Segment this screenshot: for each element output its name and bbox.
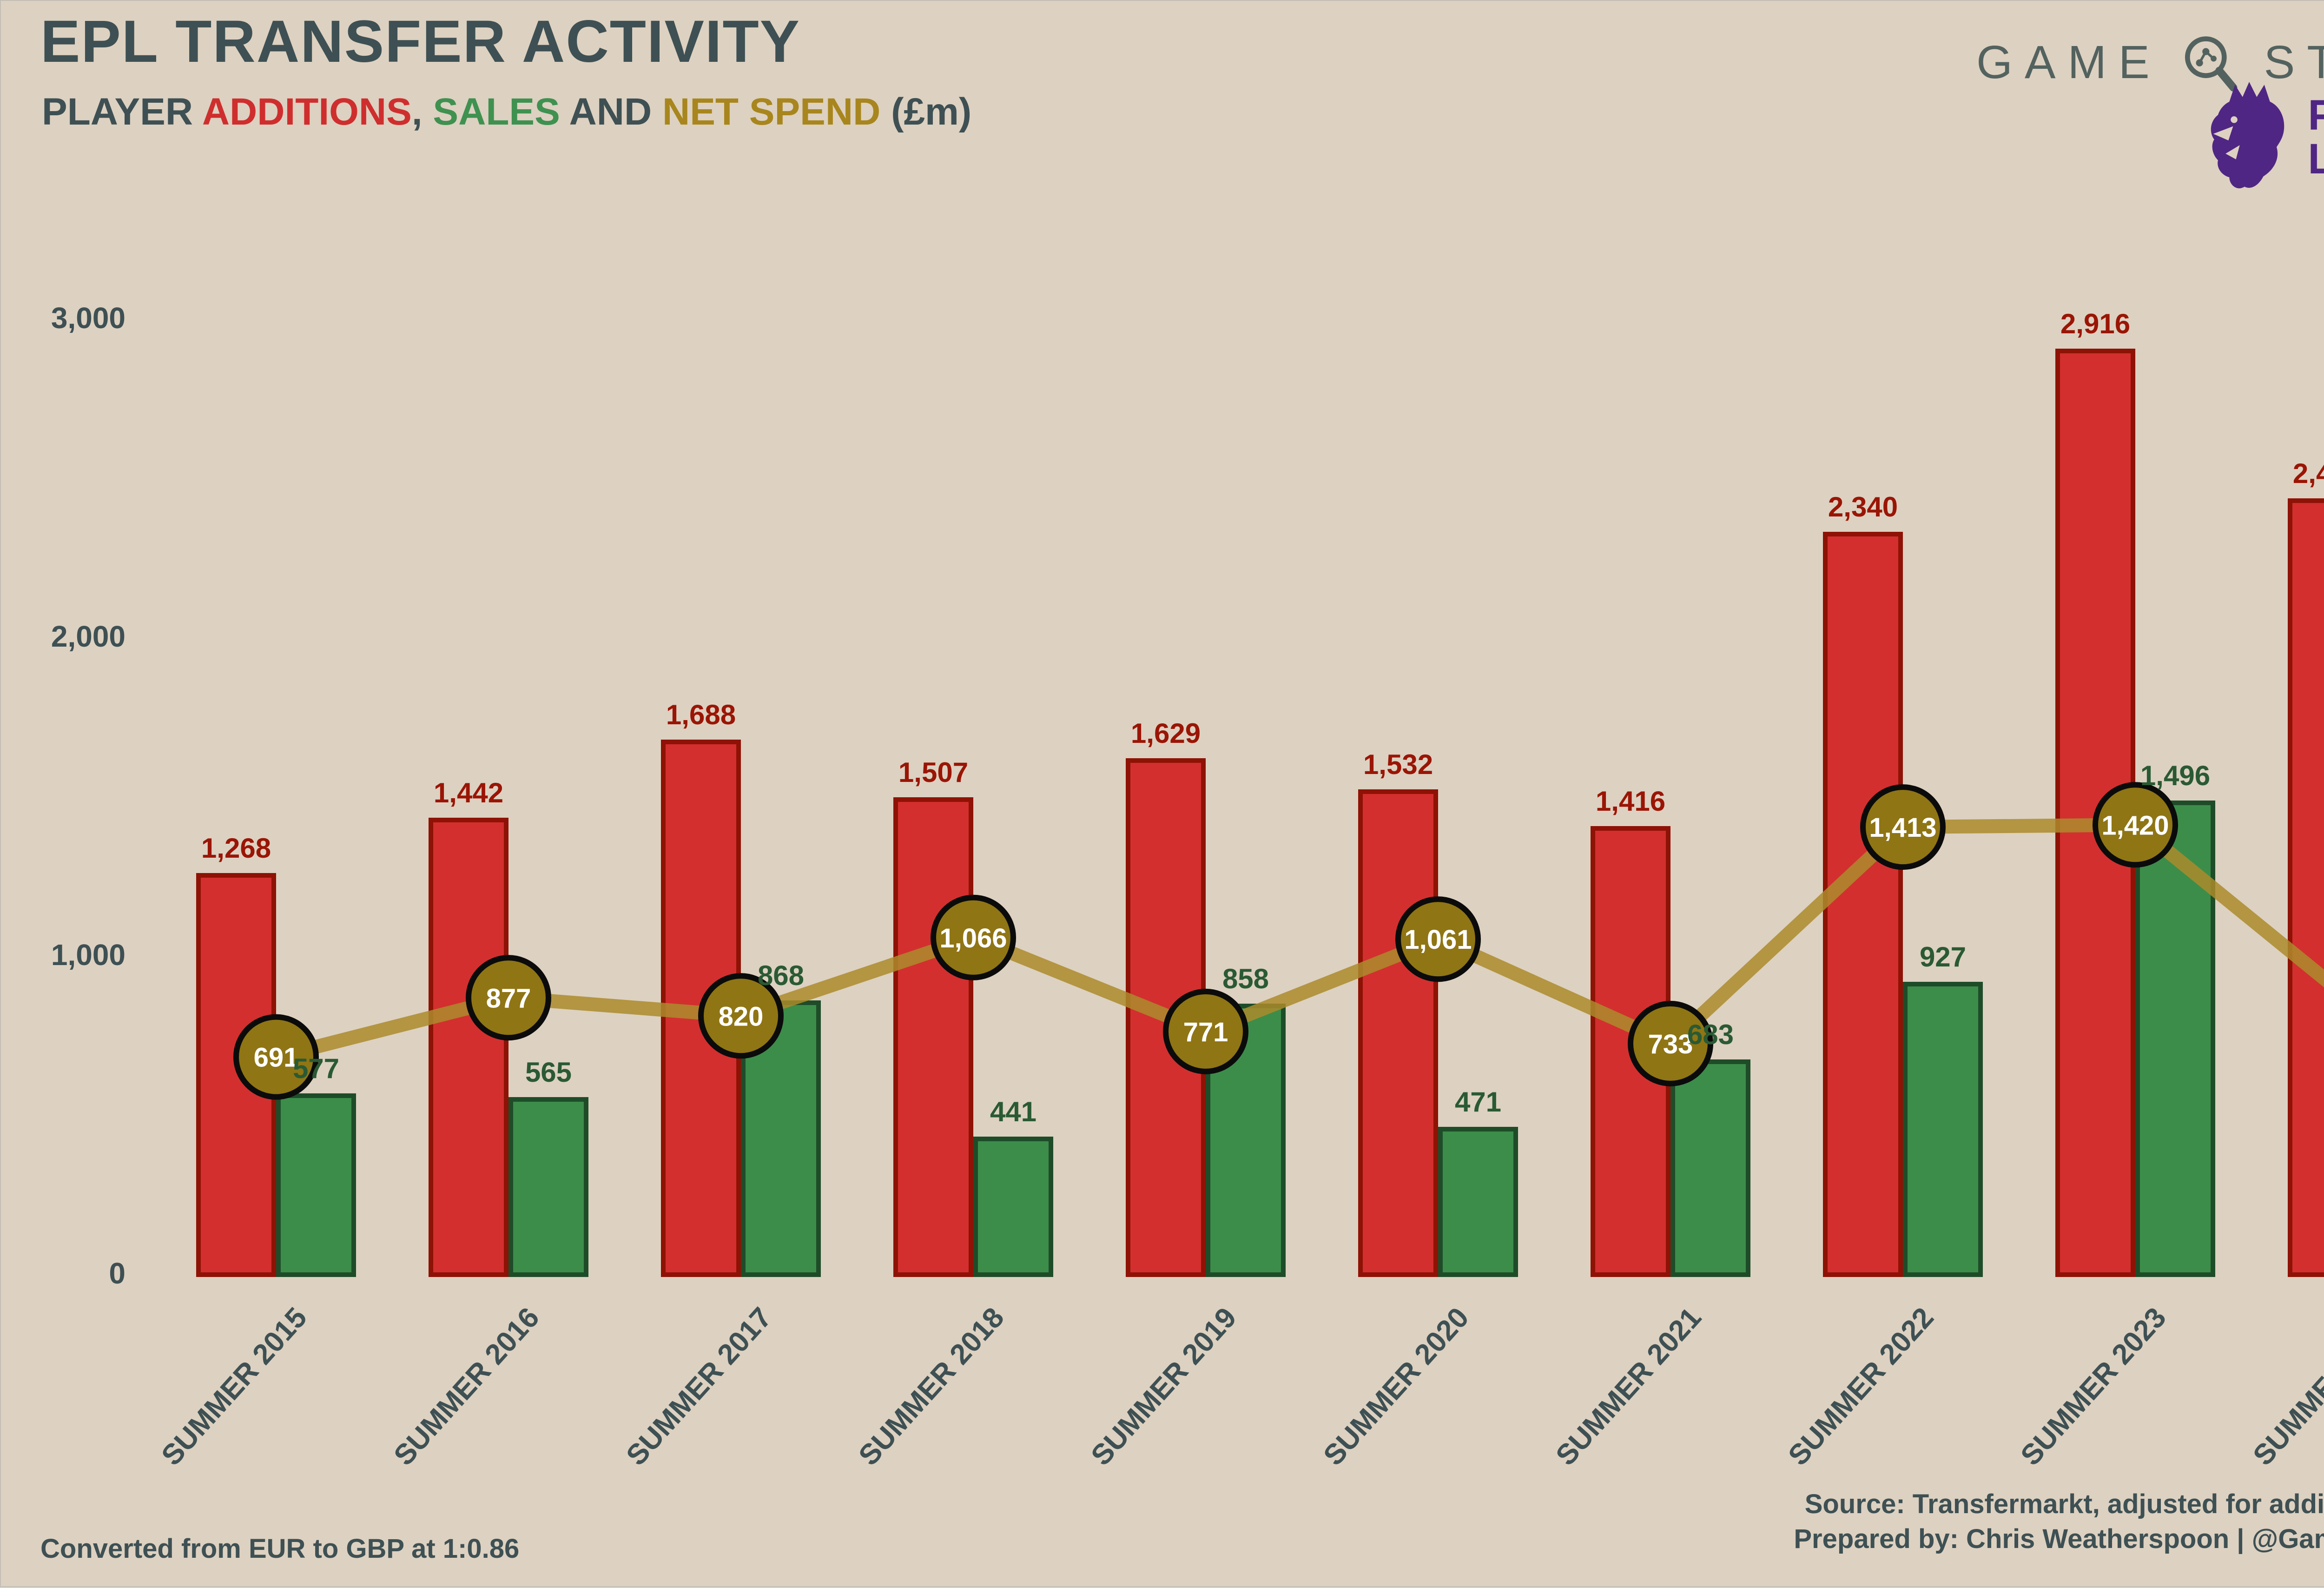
- bar-value-label-additions: 1,416: [1595, 786, 1666, 817]
- bar-sales-summer-2016: [508, 1097, 588, 1277]
- premier-league-line2: League: [2308, 135, 2324, 183]
- chart-subtitle: PLAYER ADDITIONS, SALES AND NET SPEND (£…: [42, 90, 971, 134]
- footer-source: Source: Transfermarkt, adjusted for addi…: [1804, 1489, 2324, 1519]
- bar-sales-summer-2020: [1438, 1127, 1518, 1277]
- bar-additions-summer-2023: [2055, 349, 2135, 1277]
- subtitle-segment: (£m): [880, 91, 972, 133]
- subtitle-segment: ,: [411, 91, 433, 133]
- bar-value-label-additions: 1,507: [898, 757, 969, 788]
- footnote-conversion: Converted from EUR to GBP at 1:0.86: [40, 1534, 520, 1564]
- footer-credits: Source: Transfermarkt, adjusted for addi…: [1794, 1487, 2324, 1557]
- magnifier-analytics-icon: [2185, 36, 2238, 92]
- premier-league-line1: Premier: [2308, 92, 2324, 139]
- x-axis-category-label: SUMMER 2020: [1317, 1301, 1476, 1472]
- bar-additions-summer-2019: [1126, 758, 1206, 1277]
- bar-sales-summer-2015: [276, 1093, 356, 1277]
- x-axis-category-label: SUMMER 2017: [620, 1301, 779, 1472]
- bar-sales-summer-2017: [741, 1000, 821, 1277]
- subtitle-segment: AND: [560, 91, 662, 133]
- bar-value-label-additions: 1,688: [666, 699, 736, 730]
- bar-value-label-additions: 2,916: [2060, 308, 2131, 339]
- bar-value-label-sales: 1,619: [2315, 721, 2324, 753]
- bar-sales-summer-2018: [973, 1137, 1053, 1277]
- bar-value-label-additions: 2,445: [2292, 458, 2324, 489]
- subtitle-segment: ADDITIONS: [202, 91, 412, 133]
- subtitle-segment: PLAYER: [42, 91, 202, 133]
- bar-value-label-sales: 441: [990, 1096, 1037, 1127]
- x-axis-category-label: SUMMER 2022: [1782, 1301, 1941, 1472]
- premier-league-lion-icon: [2211, 82, 2284, 189]
- y-axis-tick-label: 0: [109, 1257, 125, 1290]
- gamestate-logo: GAME STATE: [1976, 14, 2324, 111]
- bar-value-label-additions: 1,532: [1363, 749, 1433, 780]
- bar-value-label-additions: 2,340: [1828, 491, 1898, 523]
- bar-value-label-sales: 868: [757, 960, 805, 991]
- gamestate-word-state: STATE: [2264, 36, 2324, 88]
- x-axis-category-label: SUMMER 2021: [1550, 1301, 1708, 1472]
- y-axis-tick-label: 3,000: [51, 301, 125, 335]
- y-axis-tick-label: 2,000: [51, 620, 125, 653]
- bar-value-label-sales: 577: [292, 1053, 340, 1084]
- x-axis-category-label: SUMMER 2016: [388, 1301, 546, 1472]
- bar-sales-summer-2023: [2135, 801, 2215, 1277]
- x-axis-category-label: SUMMER 2023: [2014, 1301, 2173, 1472]
- bar-sales-summer-2022: [1903, 982, 1983, 1277]
- bar-value-label-sales: 858: [1222, 963, 1269, 994]
- premier-league-logo: Premier League: [2199, 79, 2324, 196]
- bar-additions-summer-2018: [893, 797, 973, 1277]
- bar-additions-summer-2020: [1358, 789, 1438, 1277]
- bar-value-label-additions: 1,442: [433, 777, 504, 808]
- bar-additions-summer-2016: [429, 818, 508, 1277]
- footer-prepared-by: Prepared by: Chris Weatherspoon | @GameS…: [1794, 1524, 2324, 1555]
- x-axis-category-label: SUMMER 2024: [2247, 1302, 2324, 1472]
- page-title: EPL TRANSFER ACTIVITY: [40, 8, 800, 75]
- bar-sales-summer-2019: [1206, 1004, 1286, 1277]
- bar-additions-summer-2024: [2288, 498, 2324, 1277]
- subtitle-segment: NET SPEND: [662, 91, 881, 133]
- x-axis-category-label: SUMMER 2015: [155, 1301, 314, 1472]
- premier-league-wordmark: Premier League: [2308, 92, 2324, 183]
- gamestate-word-game: GAME: [1976, 36, 2162, 88]
- bar-value-label-sales: 471: [1454, 1086, 1502, 1118]
- bar-value-label-sales: 927: [1919, 941, 1967, 973]
- x-axis-category-label: SUMMER 2019: [1085, 1301, 1243, 1472]
- bar-additions-summer-2017: [661, 740, 741, 1277]
- x-axis-category-label: SUMMER 2018: [852, 1301, 1011, 1472]
- bar-value-label-additions: 1,268: [201, 833, 271, 864]
- bar-value-label-sales: 1,496: [2140, 760, 2211, 791]
- y-axis-tick-label: 1,000: [51, 938, 125, 972]
- bar-additions-summer-2022: [1823, 532, 1903, 1277]
- subtitle-segment: SALES: [433, 91, 560, 133]
- bar-sales-summer-2021: [1670, 1059, 1750, 1277]
- bar-additions-summer-2021: [1591, 826, 1670, 1277]
- bar-value-label-sales: 683: [1687, 1019, 1734, 1050]
- bar-value-label-sales: 565: [525, 1057, 572, 1088]
- bar-value-label-additions: 1,629: [1130, 718, 1201, 749]
